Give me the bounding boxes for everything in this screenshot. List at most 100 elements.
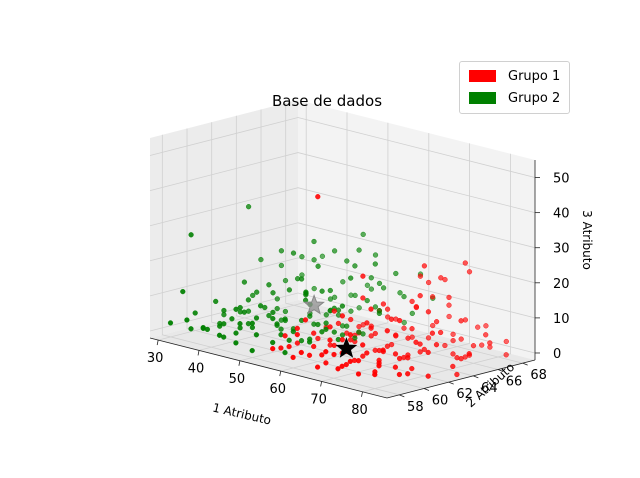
point-grupo-1 bbox=[384, 306, 391, 312]
point-grupo-2 bbox=[380, 285, 387, 291]
x-tick-label: 60 bbox=[269, 382, 286, 397]
y-tick-label: 64 bbox=[481, 381, 498, 396]
gridline-x bbox=[362, 153, 511, 393]
point-grupo-1 bbox=[503, 338, 509, 345]
point-grupo-1 bbox=[483, 332, 489, 338]
point-grupo-1 bbox=[409, 326, 415, 332]
point-grupo-1 bbox=[278, 345, 284, 351]
point-grupo-2 bbox=[270, 339, 276, 346]
point-grupo-1 bbox=[331, 342, 337, 349]
gridline-z bbox=[149, 257, 536, 319]
gridline-x bbox=[321, 143, 471, 382]
point-grupo-2 bbox=[348, 308, 354, 314]
point-grupo-2 bbox=[188, 232, 194, 238]
point-grupo-2 bbox=[311, 238, 317, 245]
point-grupo-2 bbox=[364, 282, 371, 288]
x-tick-label: 70 bbox=[310, 392, 327, 407]
point-grupo-1 bbox=[487, 340, 493, 346]
point-grupo-1 bbox=[421, 346, 427, 353]
point-grupo-1 bbox=[376, 363, 382, 369]
point-grupo-2 bbox=[245, 204, 252, 210]
point-grupo-1 bbox=[450, 351, 456, 357]
point-grupo-2 bbox=[274, 296, 280, 302]
gridline-y bbox=[211, 122, 449, 383]
point-grupo-1 bbox=[306, 352, 313, 358]
point-grupo-2 bbox=[282, 308, 289, 315]
point-grupo-1 bbox=[347, 332, 354, 338]
point-grupo-1 bbox=[315, 194, 321, 200]
x-tick-mark bbox=[320, 381, 323, 387]
point-grupo-2 bbox=[299, 254, 305, 260]
point-grupo-1 bbox=[294, 325, 300, 332]
point-grupo-1 bbox=[425, 349, 431, 356]
point-grupo-1 bbox=[348, 316, 354, 323]
legend-label-grupo-1: Grupo 1 bbox=[508, 68, 561, 84]
chart-title: Base de dados bbox=[272, 92, 382, 110]
point-grupo-2 bbox=[364, 297, 370, 304]
point-grupo-2 bbox=[229, 316, 235, 322]
point-grupo-1 bbox=[323, 360, 329, 366]
gridline-z bbox=[149, 222, 536, 284]
point-grupo-2 bbox=[241, 279, 248, 285]
point-grupo-1 bbox=[401, 325, 407, 331]
point-grupo-1 bbox=[405, 355, 411, 361]
legend: Grupo 1 Grupo 2 bbox=[459, 61, 570, 114]
point-grupo-1 bbox=[458, 318, 464, 324]
point-grupo-2 bbox=[167, 320, 174, 326]
gray-marker bbox=[303, 293, 325, 315]
point-grupo-1 bbox=[331, 308, 337, 314]
point-grupo-2 bbox=[319, 329, 325, 335]
y-tick-label: 62 bbox=[456, 387, 473, 402]
point-grupo-2 bbox=[323, 326, 329, 332]
point-grupo-2 bbox=[270, 315, 276, 322]
point-grupo-2 bbox=[282, 316, 288, 322]
point-grupo-2 bbox=[270, 309, 276, 316]
y-tick-mark bbox=[423, 388, 430, 391]
point-grupo-2 bbox=[221, 307, 227, 314]
point-grupo-1 bbox=[430, 322, 436, 329]
point-grupo-1 bbox=[450, 331, 456, 337]
point-grupo-2 bbox=[221, 321, 227, 327]
z-tick-label: 20 bbox=[553, 277, 570, 292]
point-grupo-2 bbox=[311, 285, 317, 292]
point-grupo-1 bbox=[429, 294, 436, 300]
point-grupo-1 bbox=[429, 330, 436, 336]
point-grupo-1 bbox=[405, 335, 411, 341]
point-grupo-2 bbox=[237, 321, 243, 327]
point-grupo-1 bbox=[466, 269, 473, 275]
point-grupo-1 bbox=[483, 323, 489, 329]
point-grupo-2 bbox=[233, 306, 239, 312]
x-tick-mark bbox=[361, 391, 363, 397]
point-grupo-2 bbox=[233, 330, 239, 336]
gridline-y bbox=[260, 109, 499, 370]
point-grupo-2 bbox=[217, 323, 223, 329]
point-grupo-1 bbox=[372, 371, 378, 378]
point-grupo-2 bbox=[216, 332, 223, 338]
point-grupo-2 bbox=[348, 275, 354, 281]
point-grupo-2 bbox=[356, 247, 362, 253]
point-grupo-1 bbox=[396, 317, 403, 324]
z-tick-label: 10 bbox=[553, 312, 570, 327]
point-grupo-1 bbox=[347, 358, 353, 365]
point-grupo-1 bbox=[385, 314, 391, 320]
point-grupo-1 bbox=[413, 304, 419, 310]
y-tick-mark bbox=[497, 369, 504, 372]
point-grupo-2 bbox=[344, 258, 350, 264]
point-grupo-2 bbox=[401, 319, 407, 326]
point-grupo-2 bbox=[376, 310, 383, 317]
point-grupo-1 bbox=[368, 333, 374, 339]
x-tick-mark bbox=[156, 339, 159, 346]
point-grupo-1 bbox=[286, 343, 292, 350]
x-tick-mark bbox=[197, 350, 200, 356]
point-grupo-1 bbox=[372, 330, 378, 337]
point-grupo-1 bbox=[393, 332, 399, 338]
point-grupo-2 bbox=[250, 292, 256, 299]
y-tick-mark bbox=[448, 381, 454, 385]
point-grupo-1 bbox=[319, 352, 325, 358]
point-grupo-1 bbox=[294, 331, 300, 338]
x-tick-mark bbox=[238, 360, 241, 366]
point-grupo-2 bbox=[339, 332, 346, 338]
point-grupo-1 bbox=[392, 351, 399, 357]
point-grupo-2 bbox=[323, 320, 329, 326]
point-grupo-1 bbox=[315, 335, 321, 342]
